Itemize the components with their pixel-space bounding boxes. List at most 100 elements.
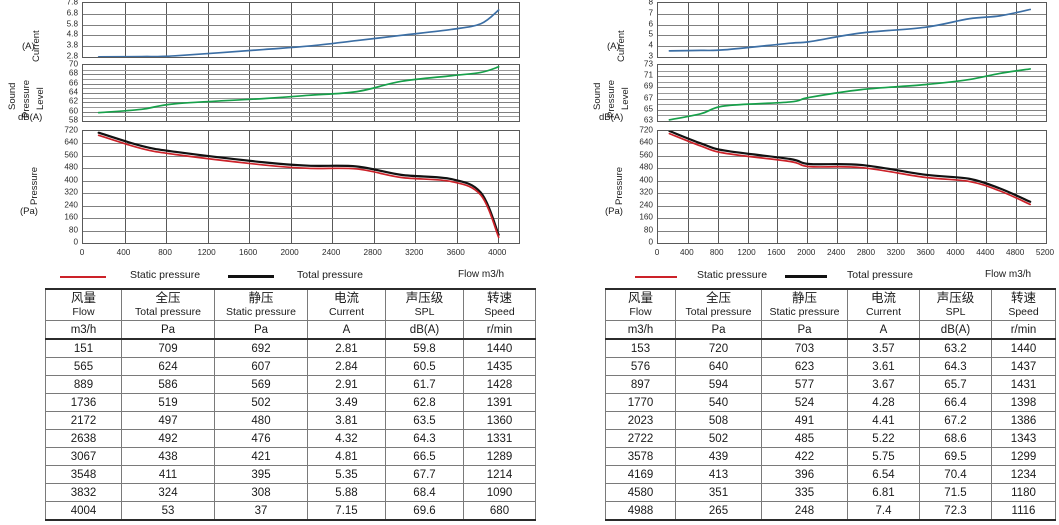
column-header-cn: 风量 <box>627 291 653 306</box>
column-unit: Pa <box>675 320 762 340</box>
table-cell: 68.4 <box>385 483 464 502</box>
table-row: 889 586 569 2.91 61.7 1428 <box>45 375 536 394</box>
x-tick-label: 2800 <box>363 248 382 257</box>
table-cell: 502 <box>675 429 762 448</box>
table-cell: 439 <box>675 447 762 466</box>
y-tick-label: 3 <box>648 51 653 61</box>
gridline-horizontal <box>658 98 1046 100</box>
y-tick-label: 8 <box>648 0 653 7</box>
gridline-vertical <box>166 3 168 57</box>
right-table-body: 153 720 703 3.57 63.2 1440 576 640 623 3.61 64.3 14… <box>605 338 1056 521</box>
table-cell: 1770 <box>605 393 676 412</box>
gridline-horizontal <box>658 155 1046 157</box>
gridline-horizontal <box>83 83 519 85</box>
column-header-en: SPL <box>414 306 435 319</box>
x-tick-label: 2400 <box>826 248 846 257</box>
table-cell: 1437 <box>991 357 1056 376</box>
series-line <box>97 131 500 236</box>
x-tick-label: 5200 <box>1035 248 1055 257</box>
table-cell: 413 <box>675 465 762 484</box>
gridline-horizontal <box>658 35 1046 37</box>
table-cell: 3.61 <box>847 357 920 376</box>
gridline-horizontal <box>658 230 1046 232</box>
x-tick-label: 1200 <box>197 248 216 257</box>
y-tick-label: 69 <box>643 81 653 91</box>
gridline-vertical <box>807 3 809 57</box>
table-cell: 2.91 <box>307 375 386 394</box>
left-pressure-axis-title: Pressure <box>29 166 40 205</box>
gridline-vertical <box>747 131 749 243</box>
y-tick-label: 80 <box>643 225 653 235</box>
table-cell: 7.4 <box>847 501 920 521</box>
gridline-horizontal <box>83 230 519 232</box>
table-cell: 153 <box>605 338 676 358</box>
table-cell: 485 <box>761 429 848 448</box>
legend-total-line <box>228 275 274 278</box>
table-cell: 1180 <box>991 483 1056 502</box>
gridline-vertical <box>837 3 839 57</box>
table-cell: 624 <box>121 357 215 376</box>
table-cell: 577 <box>761 375 848 394</box>
gridline-vertical <box>777 131 779 243</box>
table-cell: 3067 <box>45 447 122 466</box>
x-tick-label: 0 <box>654 248 660 257</box>
table-cell: 4169 <box>605 465 676 484</box>
right-performance-table: 风量 Flow 全压 Total pressure 静压 Static pressure 电… <box>605 288 1056 521</box>
left-table-head: 风量 Flow 全压 Total pressure 静压 Static pressure 电… <box>45 288 536 340</box>
gridline-vertical <box>747 3 749 57</box>
gridline-horizontal <box>83 193 519 195</box>
y-tick-label: 0 <box>648 237 653 247</box>
gridline-vertical <box>807 131 809 243</box>
gridline-vertical <box>249 131 251 243</box>
column-header-en: Flow <box>629 306 652 319</box>
table-cell: 2722 <box>605 429 676 448</box>
y-tick-label: 5 <box>648 29 653 39</box>
table-row: 4988 265 248 7.4 72.3 1116 <box>605 501 1056 521</box>
gridline-vertical <box>926 131 928 243</box>
y-tick-label: 320 <box>64 187 78 197</box>
x-tick-label: 1600 <box>238 248 258 257</box>
y-tick-label: 5.8 <box>66 19 78 29</box>
right-pressure-y-labels: 0 80 160 240 320 400 480 560 640 720 <box>623 126 653 247</box>
column-header: 声压级 SPL <box>385 288 464 321</box>
table-cell: 69.6 <box>385 501 464 521</box>
column-unit: m3/h <box>605 320 676 340</box>
gridline-horizontal <box>83 93 519 94</box>
table-cell: 4.28 <box>847 393 920 412</box>
table-cell: 1391 <box>463 393 536 412</box>
table-cell: 540 <box>675 393 762 412</box>
table-cell: 395 <box>214 465 308 484</box>
gridline-vertical <box>837 131 839 243</box>
gridline-horizontal <box>83 69 519 71</box>
y-tick-label: 4.8 <box>66 29 78 39</box>
y-tick-label: 640 <box>639 137 653 147</box>
table-cell: 480 <box>214 411 308 430</box>
x-tick-label: 1200 <box>737 248 756 257</box>
table-row: 2172 497 480 3.81 63.5 1360 <box>45 411 536 430</box>
gridline-horizontal <box>658 81 1046 83</box>
table-cell: 67.7 <box>385 465 464 484</box>
gridline-horizontal <box>658 76 1046 78</box>
column-header: 转速 Speed <box>991 288 1056 321</box>
column-header-en: Current <box>328 306 364 319</box>
table-header-row: 风量 Flow 全压 Total pressure 静压 Static pressure 电… <box>605 288 1056 321</box>
left-flow-unit-label: Flow m3/h <box>458 269 505 280</box>
table-cell: 3.67 <box>847 375 920 394</box>
gridline-horizontal <box>83 74 519 76</box>
y-tick-label: 7.8 <box>66 0 78 7</box>
table-row: 1736 519 502 3.49 62.8 1391 <box>45 393 536 412</box>
column-header-cn: 全压 <box>705 291 731 306</box>
table-cell: 66.5 <box>385 447 464 466</box>
table-header-row: 风量 Flow 全压 Total pressure 静压 Static pressure 电… <box>45 288 536 321</box>
table-cell: 607 <box>214 357 308 376</box>
table-row: 3832 324 308 5.88 68.4 1090 <box>45 483 536 502</box>
table-cell: 3.49 <box>307 393 386 412</box>
column-header: 转速 Speed <box>463 288 536 321</box>
x-tick-label: 2000 <box>280 248 299 257</box>
y-tick-label: 2.8 <box>66 51 78 61</box>
x-tick-label: 4000 <box>488 248 507 257</box>
column-unit: r/min <box>463 320 536 340</box>
legend-static-line <box>60 276 106 278</box>
column-header-en: Static pressure <box>769 306 840 319</box>
